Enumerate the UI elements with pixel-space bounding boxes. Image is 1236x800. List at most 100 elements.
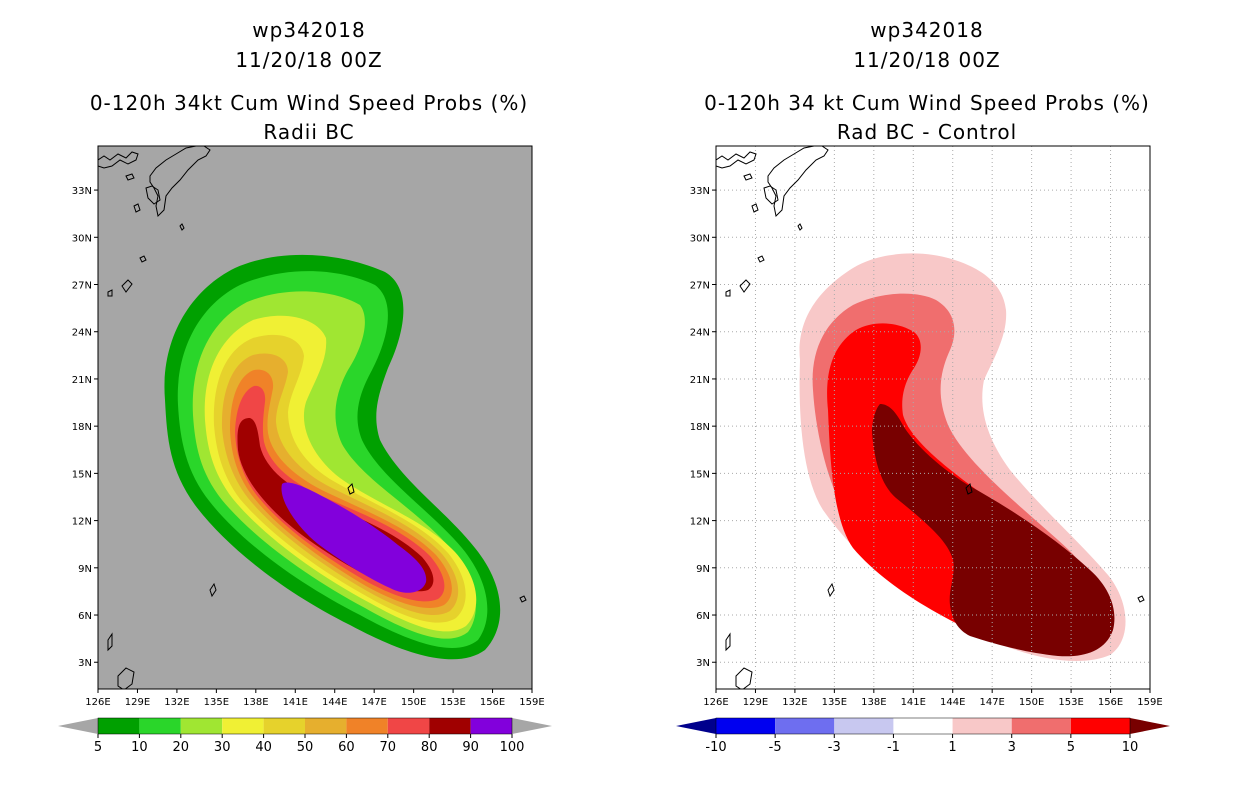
colorbar-segment	[346, 718, 388, 734]
date-title: 11/20/18 00Z	[235, 48, 383, 72]
probability-colorbar: 5 10 20 30 40 50 60 70 80 90 100	[58, 717, 552, 755]
colorbar-label: 10	[131, 740, 148, 755]
lat-tick-label: 24N	[72, 328, 92, 339]
lon-tick-label: 144E	[322, 697, 347, 708]
coastline-segment	[145, 185, 161, 205]
coastline-segment	[797, 223, 803, 231]
colorbar-segment	[180, 718, 223, 734]
lat-tick-label: 21N	[690, 375, 710, 386]
product-title: 0-120h 34 kt Cum Wind Speed Probs (%)	[704, 91, 1150, 115]
product-title: 0-120h 34kt Cum Wind Speed Probs (%)	[89, 91, 529, 115]
lon-tick-label: 138E	[861, 697, 886, 708]
colorbar-label: -1	[887, 740, 900, 755]
lon-tick-label: 141E	[901, 697, 926, 708]
lon-tick-label: 159E	[519, 697, 544, 708]
coastline-segment	[743, 173, 753, 181]
coastline-segment	[139, 255, 147, 263]
lon-tick-label: 156E	[1098, 697, 1123, 708]
diff-gt-10	[872, 404, 1115, 657]
coastline-segment	[965, 483, 973, 495]
left-panel: wp342018 11/20/18 00Z 0-120h 34kt Cum Wi…	[58, 18, 552, 755]
colorbar-segment	[263, 718, 305, 734]
lon-tick-label: 147E	[979, 697, 1004, 708]
lat-tick-label: 27N	[72, 281, 92, 292]
lon-tick-label: 126E	[703, 697, 728, 708]
coastline-segment	[117, 667, 135, 689]
lon-tick-label: 135E	[204, 697, 229, 708]
colorbar-label: -5	[769, 740, 782, 755]
colorbar-label: 30	[214, 740, 231, 755]
coastline-segment	[767, 146, 829, 218]
colorbar-label: 50	[297, 740, 314, 755]
coastline-segment	[133, 203, 141, 213]
right-panel: wp342018 11/20/18 00Z 0-120h 34 kt Cum W…	[618, 0, 1236, 800]
colorbar-segment	[952, 718, 1012, 734]
lon-tick-label: 153E	[440, 697, 465, 708]
lon-tick-label: 147E	[361, 697, 386, 708]
lat-tick-label: 21N	[72, 375, 92, 386]
colorbar-label: -10	[705, 740, 726, 755]
right-map-figure: 126E 129E 132E 135E 138E 141E 144E 147E 150E 153E…	[676, 145, 1170, 755]
subtitle: Rad BC - Control	[836, 120, 1018, 144]
date-title: 11/20/18 00Z	[853, 48, 1001, 72]
lat-tick-label: 3N	[78, 658, 92, 669]
colorbar-segment	[775, 718, 835, 734]
coastline-segment	[149, 146, 211, 218]
subtitle: Radii BC	[263, 120, 355, 144]
coastline-segment	[209, 582, 217, 598]
colorbar-segment	[387, 718, 430, 734]
colorbar-segment	[1011, 718, 1071, 734]
lon-tick-label: 129E	[743, 697, 768, 708]
difference-contours	[799, 253, 1126, 662]
colorbar-segment	[834, 718, 894, 734]
lat-tick-label: 6N	[78, 611, 92, 622]
lat-tick-label: 33N	[72, 186, 92, 197]
left-map-figure: 126E 129E 132E 135E 138E 141E 144E 147E 150E 153E…	[58, 145, 552, 755]
lat-tick-label: 18N	[690, 422, 710, 433]
colorbar-segment	[305, 718, 347, 734]
colorbar-segment	[98, 718, 140, 734]
colorbar-label: 3	[1008, 740, 1016, 755]
coastline-segment	[179, 223, 185, 231]
colorbar-low-arrow	[58, 718, 98, 734]
lat-tick-label: 6N	[696, 611, 710, 622]
lat-tick-label: 12N	[690, 517, 710, 528]
coastline-segment	[347, 483, 355, 495]
coastline-segment	[98, 151, 139, 169]
lon-tick-label: 126E	[85, 697, 110, 708]
colorbar-label: 5	[1067, 740, 1075, 755]
lon-tick-label: 132E	[164, 697, 189, 708]
coastline-segment	[763, 185, 779, 205]
map-frame	[715, 145, 1151, 690]
colorbar-segment	[1070, 718, 1130, 734]
colorbar-label: -3	[828, 740, 841, 755]
contour-90	[281, 482, 427, 593]
colorbar-outline	[715, 717, 1131, 735]
storm-id-title: wp342018	[252, 18, 366, 42]
lon-tick-label: 144E	[940, 697, 965, 708]
lon-tick-label: 156E	[480, 697, 505, 708]
coastline-segment	[1137, 595, 1145, 603]
colorbar-segment	[429, 718, 471, 734]
colorbar-label: 5	[94, 740, 102, 755]
lon-tick-label: 153E	[1058, 697, 1083, 708]
lon-tick-label: 132E	[782, 697, 807, 708]
storm-id-title: wp342018	[870, 18, 984, 42]
coastline-segment	[725, 632, 731, 652]
coastline-segment	[735, 667, 753, 689]
colorbar-segment	[893, 718, 953, 734]
coastline-segment	[121, 279, 133, 293]
colorbar-label: 60	[338, 740, 355, 755]
colorbar-label: 10	[1122, 740, 1139, 755]
lat-tick-label: 30N	[72, 233, 92, 244]
colorbar-high-arrow	[512, 718, 552, 734]
lat-lon-grid	[716, 146, 1150, 689]
lon-tick-label: 150E	[1019, 697, 1044, 708]
colorbar-segment	[716, 718, 776, 734]
coastline-segment	[751, 203, 759, 213]
coastline-segment	[725, 289, 731, 297]
colorbar-label: 1	[948, 740, 956, 755]
lat-tick-label: 3N	[696, 658, 710, 669]
lat-tick-label: 30N	[690, 233, 710, 244]
colorbar-label: 40	[255, 740, 272, 755]
